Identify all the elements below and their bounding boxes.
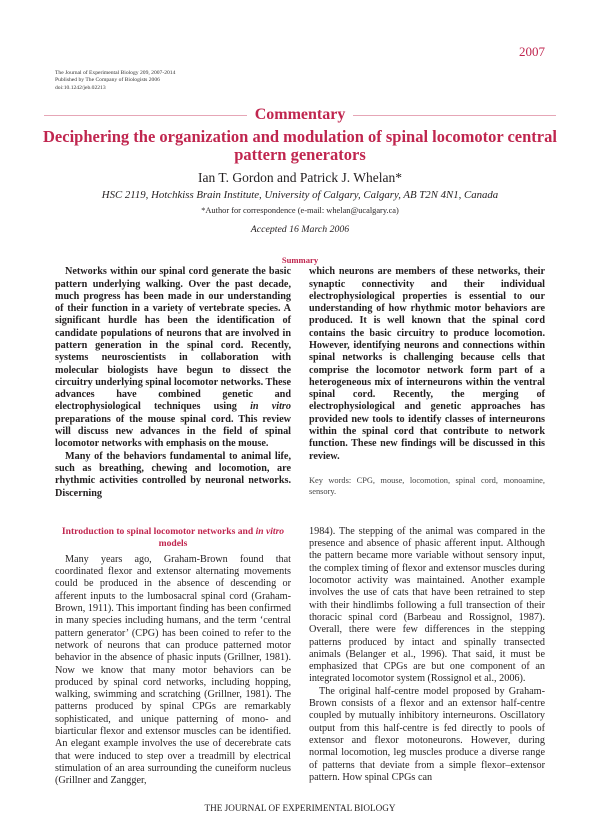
summary-right-column: which neurons are members of these netwo… — [309, 266, 545, 463]
body-left-column: Many years ago, Graham-Brown found that … — [55, 554, 291, 788]
divider — [353, 114, 557, 116]
citation-line: The Journal of Experimental Biology 209,… — [55, 70, 176, 76]
body-paragraph: 1984). The stepping of the animal was co… — [309, 525, 545, 685]
italic-text: in vitro — [250, 401, 291, 413]
divider — [44, 114, 247, 116]
summary-left-column: Networks within our spinal cord generate… — [55, 266, 291, 500]
doi-line: doi:10.1242/jeb.02213 — [55, 84, 106, 91]
page-number: 2007 — [519, 44, 545, 59]
article-title: Deciphering the organization and modulat… — [43, 127, 557, 165]
affiliation: HSC 2119, Hotchkiss Brain Institute, Uni… — [101, 189, 499, 202]
correspondence: *Author for correspondence (e-mail: whel… — [201, 206, 399, 216]
text: Introduction to spinal locomotor network… — [61, 525, 256, 537]
text: preparations of the mouse spinal cord. T… — [55, 413, 291, 450]
journal-footer: THE JOURNAL OF EXPERIMENTAL BIOLOGY — [204, 802, 396, 813]
body-right-column: 1984). The stepping of the animal was co… — [309, 526, 545, 788]
text: Networks within our spinal cord generate… — [55, 266, 292, 413]
body-columns: Introduction to spinal locomotor network… — [55, 526, 545, 788]
journal-citation: The Journal of Experimental Biology 209,… — [55, 70, 545, 92]
accepted-date: Accepted 16 March 2006 — [250, 224, 350, 236]
publisher-line: Published by The Company of Biologists 2… — [55, 77, 160, 84]
section-header: Commentary — [44, 106, 557, 124]
text: models — [158, 538, 188, 550]
summary-right-area: which neurons are members of these netwo… — [309, 266, 545, 500]
summary-paragraph: Many of the behaviors fundamental to ani… — [55, 450, 291, 499]
body-paragraph: The original half-centre model proposed … — [309, 685, 545, 783]
italic-text: in vitro — [255, 525, 285, 537]
body-left-area: Introduction to spinal locomotor network… — [55, 526, 291, 788]
summary-heading: Summary — [281, 255, 319, 266]
summary-paragraph: Networks within our spinal cord generate… — [55, 266, 291, 450]
intro-heading: Introduction to spinal locomotor network… — [55, 526, 291, 551]
summary-columns: Networks within our spinal cord generate… — [55, 266, 545, 500]
authors: Ian T. Gordon and Patrick J. Whelan* — [198, 170, 402, 186]
body-paragraph: Many years ago, Graham-Brown found that … — [55, 553, 291, 787]
keywords: Key words: CPG, mouse, locomotion, spina… — [309, 475, 545, 496]
summary-paragraph: which neurons are members of these netwo… — [309, 266, 545, 462]
section-label: Commentary — [254, 106, 346, 124]
